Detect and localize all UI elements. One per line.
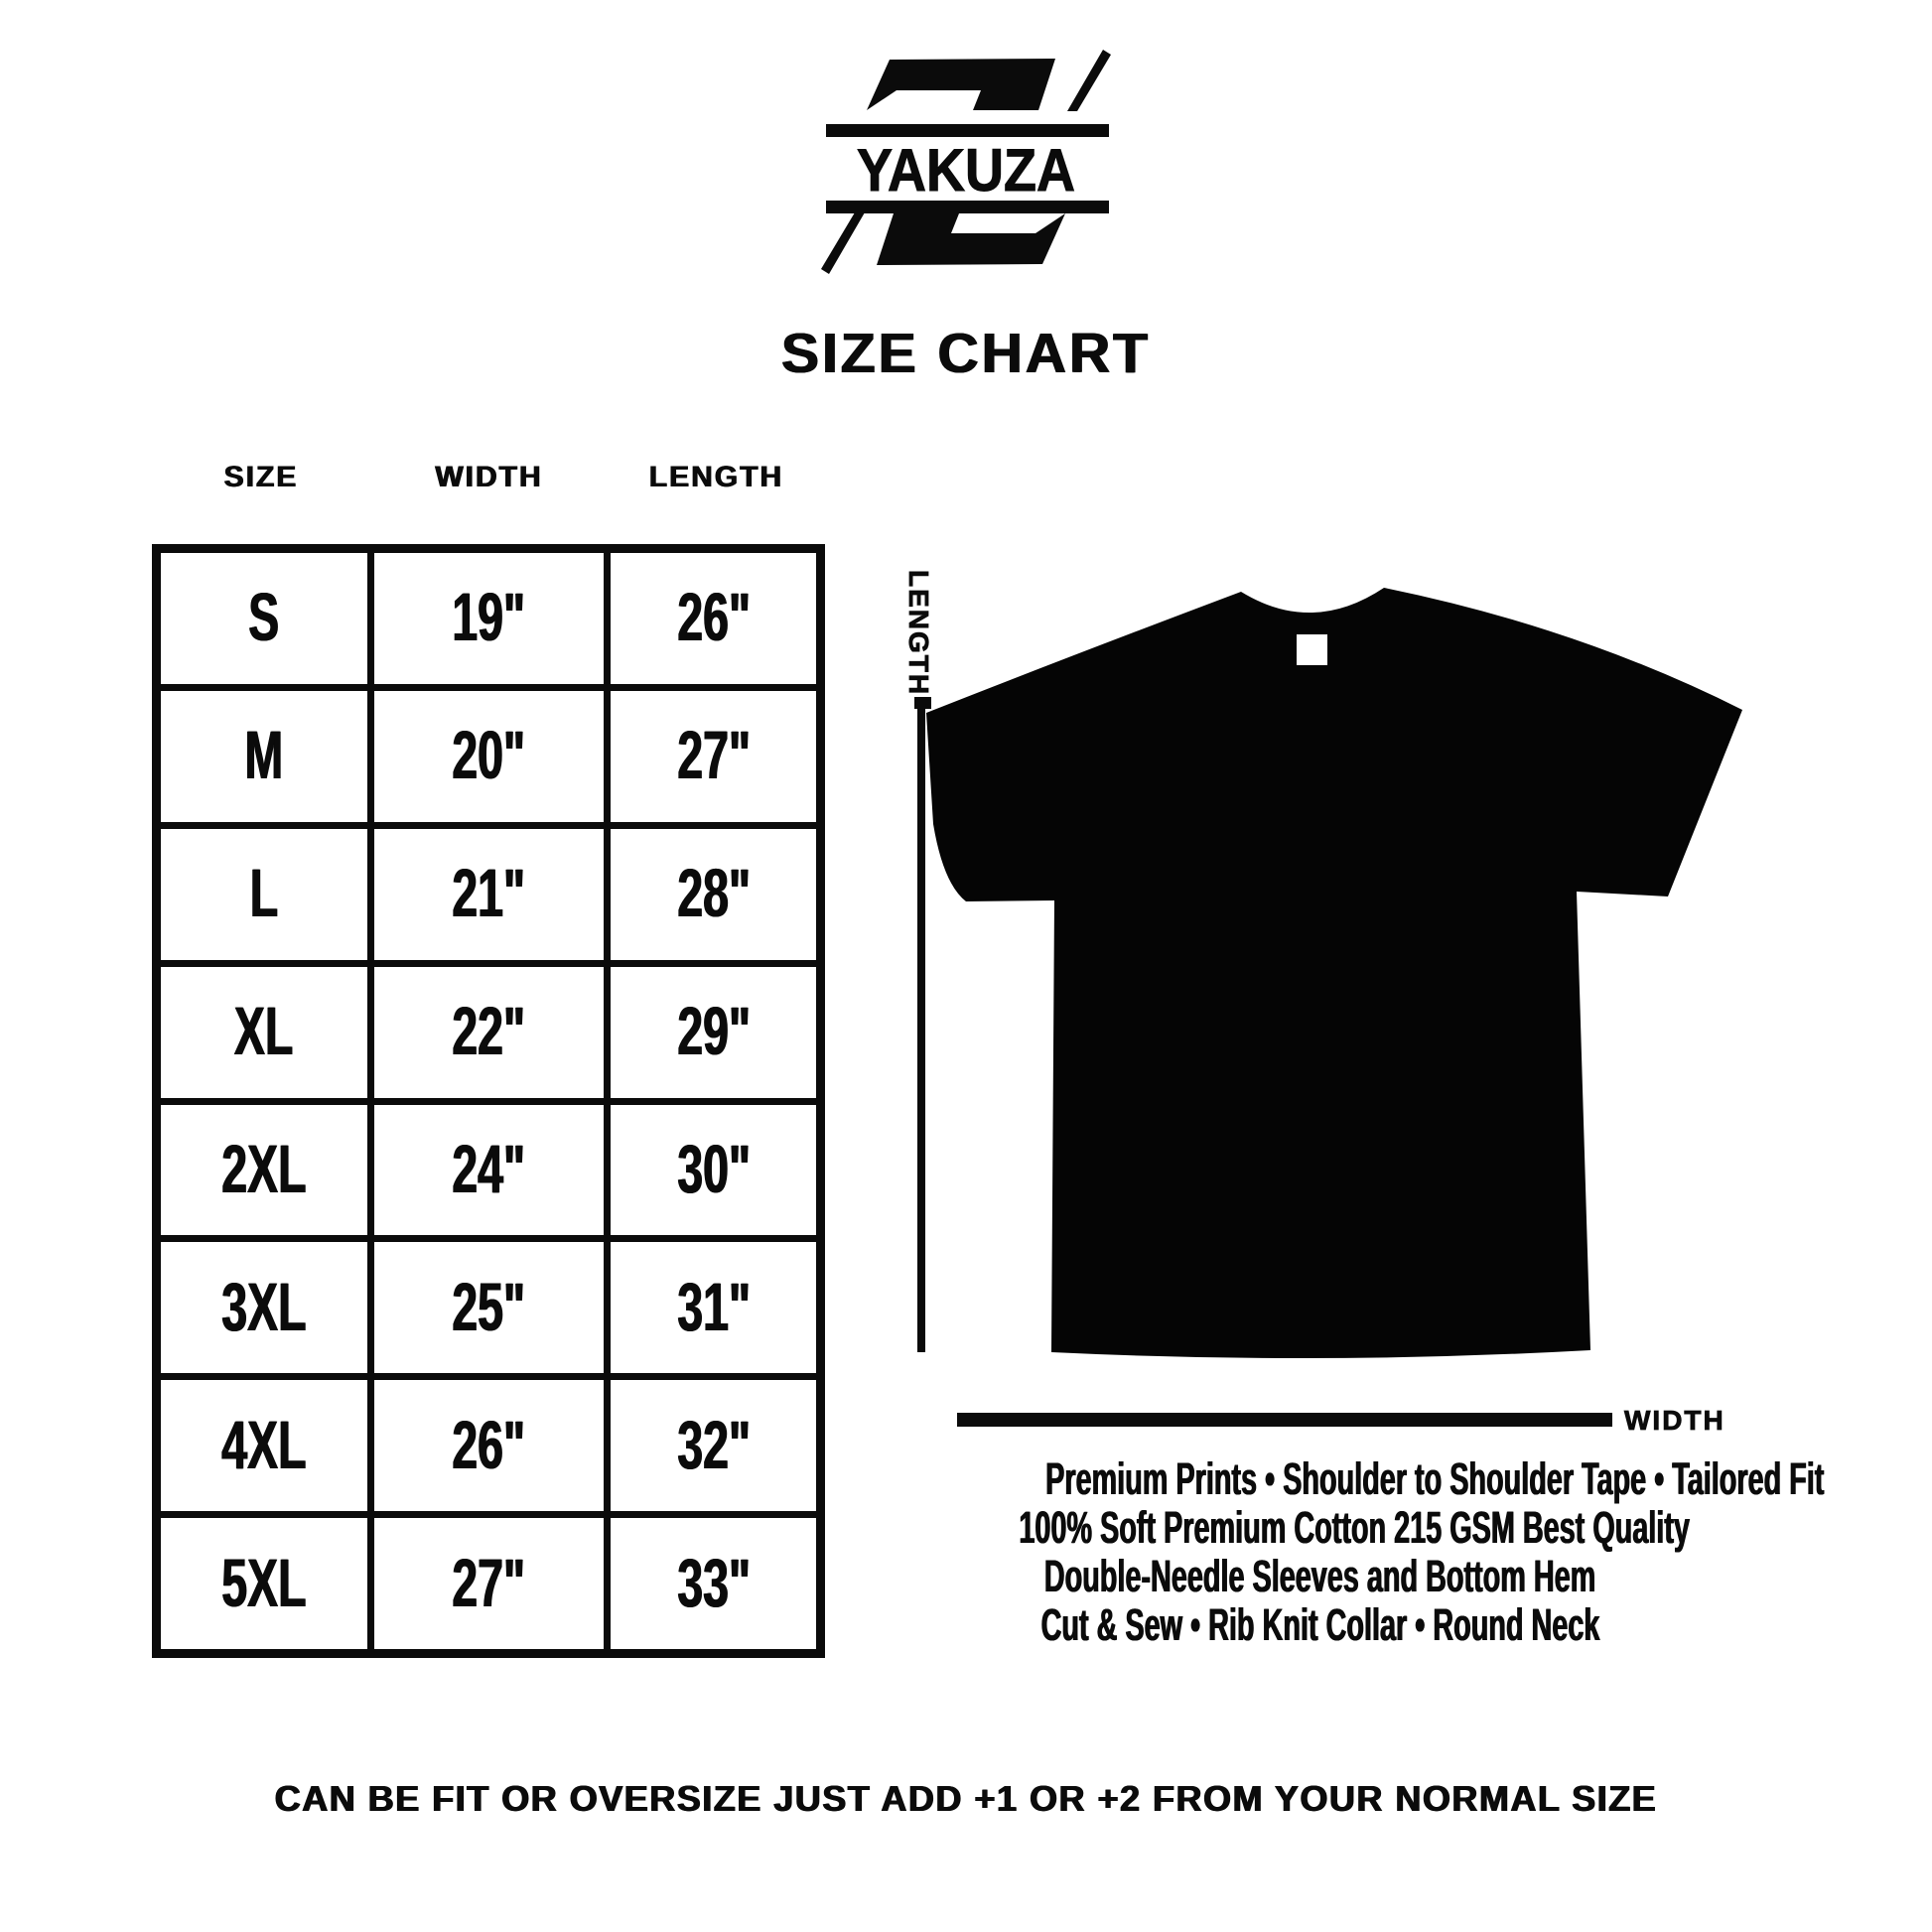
length-axis-tick xyxy=(914,697,931,709)
table-cell: 19" xyxy=(373,553,605,684)
width-axis-line xyxy=(957,1413,1612,1427)
table-cell: 26" xyxy=(373,1380,605,1512)
table-cell: 2XL xyxy=(161,1104,367,1236)
table-cell: 30" xyxy=(611,1104,816,1236)
feature-line: Cut & Sew • Rib Knit Collar • Round Neck xyxy=(1040,1599,1600,1651)
table-cell: 33" xyxy=(611,1518,816,1649)
logo-bottom-bar xyxy=(826,201,1109,213)
footer-note: CAN BE FIT OR OVERSIZE JUST ADD +1 OR +2… xyxy=(274,1778,1658,1819)
table-cell: 29" xyxy=(611,966,816,1098)
table-cell: 31" xyxy=(611,1242,816,1374)
feature-line: Double-Needle Sleeves and Bottom Hem xyxy=(1044,1551,1596,1602)
table-cell: 5XL xyxy=(161,1518,367,1649)
column-header-length: LENGTH xyxy=(648,461,784,493)
feature-line: Premium Prints • Shoulder to Shoulder Ta… xyxy=(1045,1453,1825,1505)
table-cell: 26" xyxy=(611,553,816,684)
length-axis-line xyxy=(917,709,925,1352)
width-axis-label: WIDTH xyxy=(1624,1405,1725,1436)
table-cell: M xyxy=(161,690,367,822)
table-cell: L xyxy=(161,828,367,960)
table-cell: 28" xyxy=(611,828,816,960)
feature-list: Premium Prints • Shoulder to Shoulder Ta… xyxy=(854,1453,1825,1651)
table-cell: 20" xyxy=(373,690,605,822)
table-cell: 21" xyxy=(373,828,605,960)
column-header-width: WIDTH xyxy=(435,461,543,493)
yakuza-z-bottom-icon xyxy=(821,212,1065,274)
column-header-size: SIZE xyxy=(223,461,299,493)
brand-logo: YAKUZA xyxy=(821,50,1111,274)
table-cell: 3XL xyxy=(161,1242,367,1374)
neck-tag-icon xyxy=(1297,634,1327,665)
size-table: S 19" 26" M 20" 27" L 21" 28" XL 22" 29"… xyxy=(152,544,825,1658)
table-cell: 24" xyxy=(373,1104,605,1236)
table-cell: 25" xyxy=(373,1242,605,1374)
table-column-headers: SIZE WIDTH LENGTH xyxy=(152,461,825,494)
tshirt-icon xyxy=(926,588,1742,1359)
table-cell: 22" xyxy=(373,966,605,1098)
table-cell: 27" xyxy=(373,1518,605,1649)
feature-line: 100% Soft Premium Cotton 215 GSM Best Qu… xyxy=(1019,1502,1690,1554)
table-cell: S xyxy=(161,553,367,684)
table-cell: 27" xyxy=(611,690,816,822)
logo-top-bar xyxy=(826,124,1109,137)
tshirt-diagram: LENGTH WIDTH xyxy=(903,570,1742,1436)
brand-name: YAKUZA xyxy=(857,137,1075,204)
page-title: SIZE CHART xyxy=(781,322,1151,385)
yakuza-z-top-icon xyxy=(867,50,1111,111)
length-axis-label: LENGTH xyxy=(903,570,934,696)
table-cell: 32" xyxy=(611,1380,816,1512)
table-cell: XL xyxy=(161,966,367,1098)
table-cell: 4XL xyxy=(161,1380,367,1512)
